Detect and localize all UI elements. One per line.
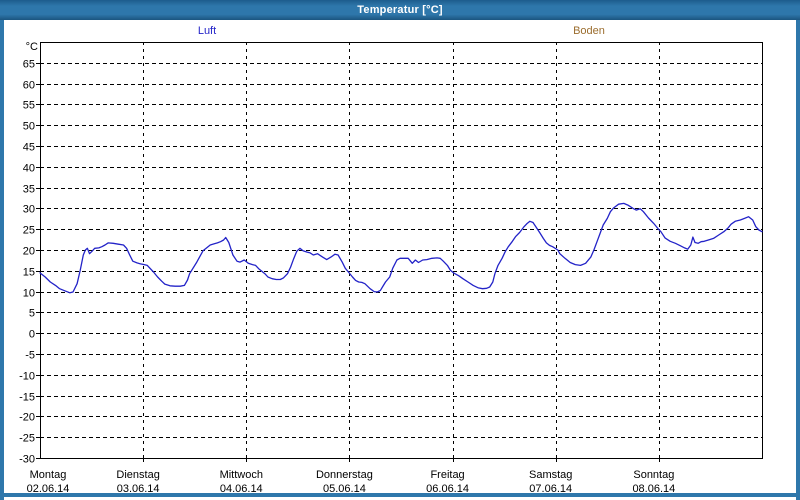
x-day-label: Dienstag [116,469,159,481]
y-tick-label: -5 [25,350,35,362]
x-date-label: 04.06.14 [220,483,263,495]
plot-frame [40,42,763,459]
y-axis-unit-label: °C [26,41,38,53]
y-tick-label: 60 [23,80,35,92]
x-day-label: Freitag [430,469,464,481]
x-day-label: Samstag [529,469,572,481]
x-date-label: 05.06.14 [323,483,366,495]
x-date-label: 02.06.14 [27,483,70,495]
y-tick-label: 65 [23,59,35,71]
x-day-label: Donnerstag [316,469,373,481]
x-day-label: Mittwoch [220,469,263,481]
y-tick-label: -10 [19,371,35,383]
y-tick-label: 45 [23,142,35,154]
x-date-label: 06.06.14 [426,483,469,495]
y-tick-label: 20 [23,246,35,258]
window-border-bottom [0,493,800,497]
y-tick-label: -15 [19,392,35,404]
y-tick-label: -30 [19,454,35,466]
x-day-label: Montag [30,469,67,481]
x-day-label: Sonntag [633,469,674,481]
window-border-left [0,20,4,500]
legend-item-luft: Luft [197,25,217,37]
x-date-label: 03.06.14 [117,483,160,495]
legend-item-boden: Boden [573,25,605,37]
y-tick-label: 55 [23,100,35,112]
y-tick-label: 25 [23,225,35,237]
y-tick-label: -20 [19,412,35,424]
x-date-label: 08.06.14 [632,483,675,495]
y-tick-label: -25 [19,433,35,445]
y-tick-label: 30 [23,204,35,216]
y-tick-label: 5 [29,308,35,320]
y-tick-label: 10 [23,288,35,300]
x-date-label: 07.06.14 [529,483,572,495]
title-bar[interactable]: Temperatur [°C] [0,0,800,20]
y-tick-label: 0 [29,329,35,341]
window-border-right [796,20,800,500]
y-tick-label: 40 [23,163,35,175]
y-tick-label: 15 [23,267,35,279]
y-tick-label: 50 [23,121,35,133]
window-title: Temperatur [°C] [357,4,443,16]
y-tick-label: 35 [23,184,35,196]
temperature-curve-luft [39,202,763,294]
